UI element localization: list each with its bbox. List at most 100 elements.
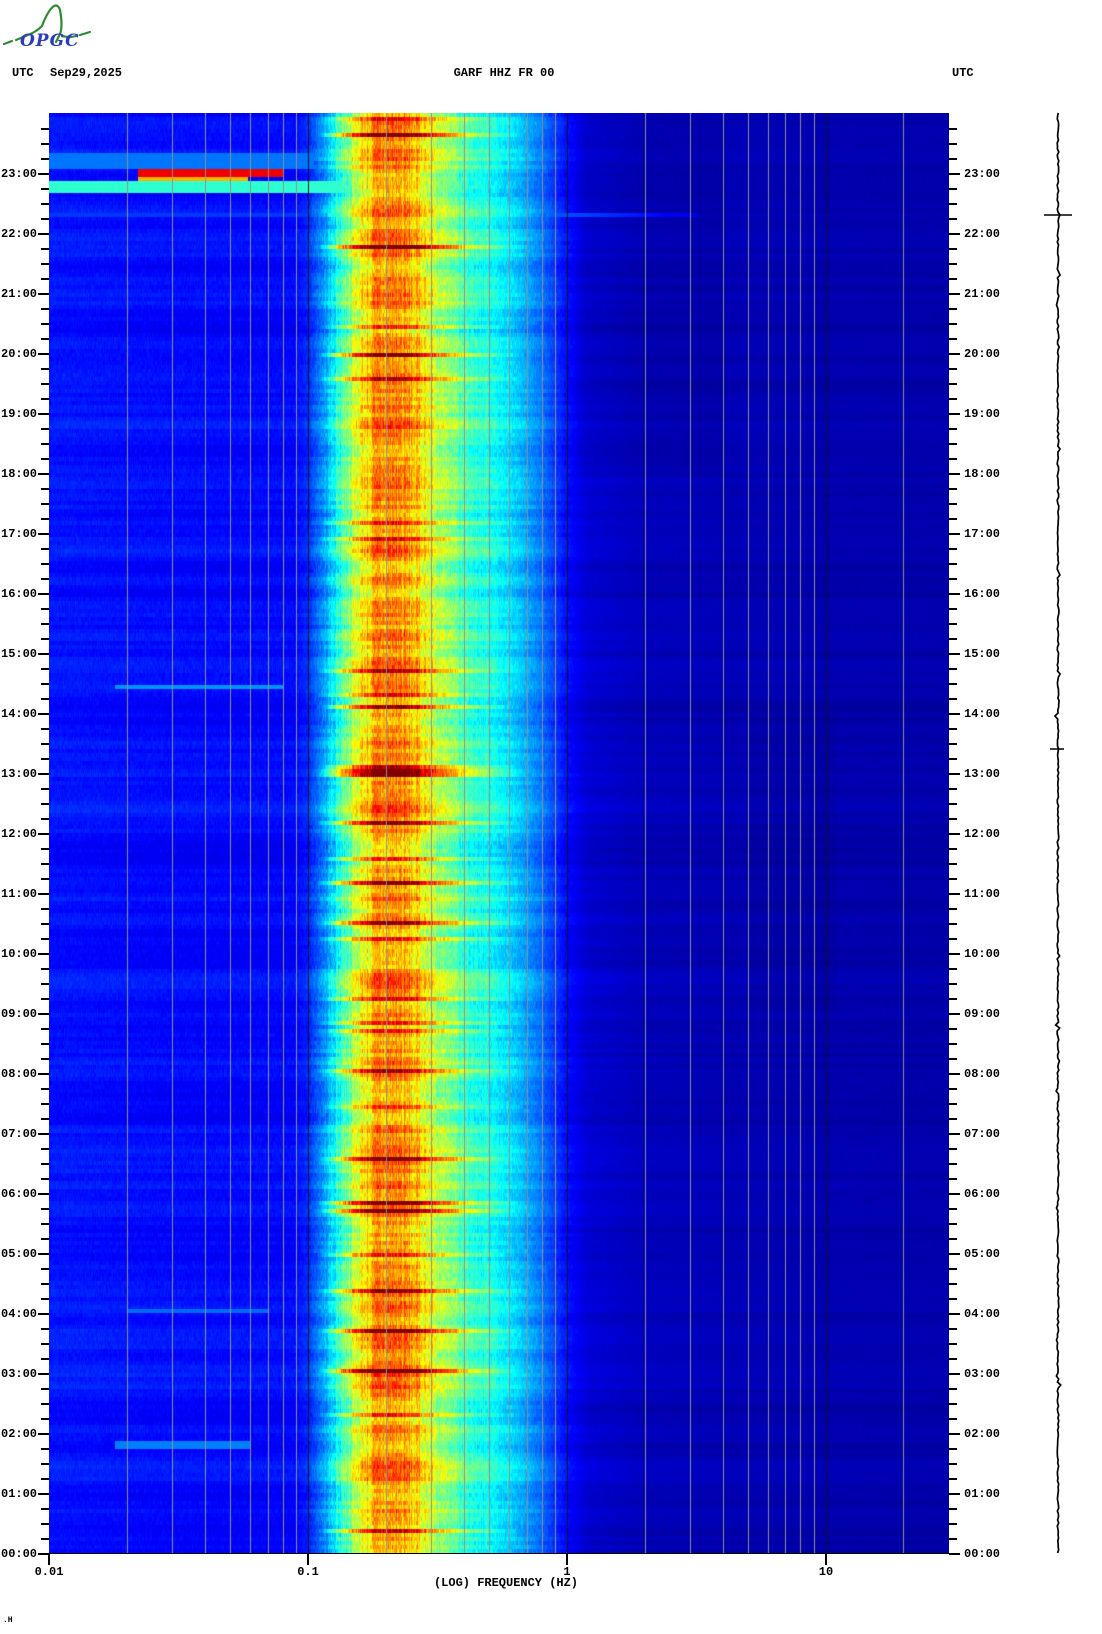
y-hour-tick-left — [38, 533, 49, 535]
y-hour-tick-left — [38, 1073, 49, 1075]
time-label-left: 02:00 — [1, 1427, 38, 1441]
y-minor-tick-right — [949, 1043, 957, 1045]
time-label-left: 06:00 — [1, 1187, 38, 1201]
y-minor-tick-right — [949, 1028, 957, 1030]
y-minor-tick-right — [949, 983, 957, 985]
time-label-right: 14:00 — [964, 707, 1001, 721]
y-hour-tick-right — [949, 1373, 960, 1375]
y-minor-tick-left — [41, 1328, 49, 1330]
y-hour-tick-left — [38, 1013, 49, 1015]
y-minor-tick-left — [41, 1103, 49, 1105]
y-minor-tick-right — [949, 143, 957, 145]
y-minor-tick-right — [949, 458, 957, 460]
y-minor-tick-right — [949, 1118, 957, 1120]
y-minor-tick-right — [949, 1163, 957, 1165]
y-hour-tick-right — [949, 533, 960, 535]
y-minor-tick-left — [41, 428, 49, 430]
y-minor-tick-right — [949, 623, 957, 625]
y-minor-tick-right — [949, 908, 957, 910]
y-hour-tick-right — [949, 953, 960, 955]
y-minor-tick-right — [949, 758, 957, 760]
logo-text: OPGC — [20, 31, 80, 51]
y-minor-tick-left — [41, 203, 49, 205]
y-hour-tick-right — [949, 1133, 960, 1135]
y-minor-tick-right — [949, 1403, 957, 1405]
y-minor-tick-right — [949, 1418, 957, 1420]
y-minor-tick-left — [41, 1388, 49, 1390]
x-decade-tick — [307, 1553, 309, 1565]
y-minor-tick-left — [41, 728, 49, 730]
y-hour-tick-left — [38, 593, 49, 595]
y-hour-tick-right — [949, 1253, 960, 1255]
y-minor-tick-right — [949, 1103, 957, 1105]
y-minor-tick-right — [949, 878, 957, 880]
utc-label-right: UTC — [952, 66, 974, 80]
y-minor-tick-right — [949, 938, 957, 940]
y-minor-tick-left — [41, 578, 49, 580]
y-minor-tick-right — [949, 1283, 957, 1285]
time-label-right: 05:00 — [964, 1247, 1001, 1261]
y-minor-tick-right — [949, 788, 957, 790]
y-minor-tick-left — [41, 803, 49, 805]
y-minor-tick-right — [949, 1208, 957, 1210]
y-minor-tick-left — [41, 548, 49, 550]
y-hour-tick-right — [949, 413, 960, 415]
y-minor-tick-right — [949, 698, 957, 700]
y-minor-tick-left — [41, 758, 49, 760]
time-label-left: 18:00 — [1, 467, 38, 481]
y-minor-tick-left — [41, 788, 49, 790]
time-label-right: 16:00 — [964, 587, 1001, 601]
time-label-right: 18:00 — [964, 467, 1001, 481]
y-minor-tick-right — [949, 503, 957, 505]
frequency-axis-line — [49, 1553, 950, 1554]
y-minor-tick-right — [949, 563, 957, 565]
y-minor-tick-left — [41, 1298, 49, 1300]
y-minor-tick-right — [949, 1268, 957, 1270]
time-label-right: 07:00 — [964, 1127, 1001, 1141]
date-label: Sep29,2025 — [50, 66, 123, 80]
y-hour-tick-left — [38, 1253, 49, 1255]
y-minor-tick-right — [949, 608, 957, 610]
y-minor-tick-right — [949, 308, 957, 310]
frequency-tick-label: 0.1 — [297, 1565, 319, 1579]
y-minor-tick-left — [41, 278, 49, 280]
y-minor-tick-right — [949, 1508, 957, 1510]
y-hour-tick-right — [949, 1493, 960, 1495]
y-minor-tick-left — [41, 698, 49, 700]
y-minor-tick-right — [949, 668, 957, 670]
y-minor-tick-left — [41, 968, 49, 970]
time-label-left: 03:00 — [1, 1367, 38, 1381]
y-minor-tick-left — [41, 1463, 49, 1465]
y-minor-tick-left — [41, 1268, 49, 1270]
y-minor-tick-left — [41, 263, 49, 265]
y-minor-tick-left — [41, 368, 49, 370]
y-minor-tick-left — [41, 818, 49, 820]
y-minor-tick-right — [949, 1058, 957, 1060]
y-hour-tick-left — [38, 473, 49, 475]
time-label-right: 06:00 — [964, 1187, 1001, 1201]
y-minor-tick-left — [41, 158, 49, 160]
y-hour-tick-left — [38, 173, 49, 175]
y-minor-tick-left — [41, 338, 49, 340]
time-label-left: 21:00 — [1, 287, 38, 301]
y-minor-tick-left — [41, 1223, 49, 1225]
corner-footnote: .H — [3, 1616, 13, 1625]
frequency-tick-label: 0.01 — [34, 1565, 64, 1579]
y-minor-tick-right — [949, 1463, 957, 1465]
y-minor-tick-left — [41, 383, 49, 385]
y-minor-tick-left — [41, 668, 49, 670]
x-decade-tick — [566, 1553, 568, 1565]
y-minor-tick-left — [41, 923, 49, 925]
y-minor-tick-left — [41, 1208, 49, 1210]
y-minor-tick-left — [41, 1343, 49, 1345]
y-hour-tick-right — [949, 653, 960, 655]
y-minor-tick-left — [41, 878, 49, 880]
y-minor-tick-right — [949, 338, 957, 340]
y-minor-tick-right — [949, 743, 957, 745]
y-hour-tick-right — [949, 1433, 960, 1435]
y-hour-tick-right — [949, 593, 960, 595]
y-minor-tick-left — [41, 983, 49, 985]
y-minor-tick-right — [949, 1178, 957, 1180]
time-label-left: 13:00 — [1, 767, 38, 781]
y-hour-tick-right — [949, 1013, 960, 1015]
